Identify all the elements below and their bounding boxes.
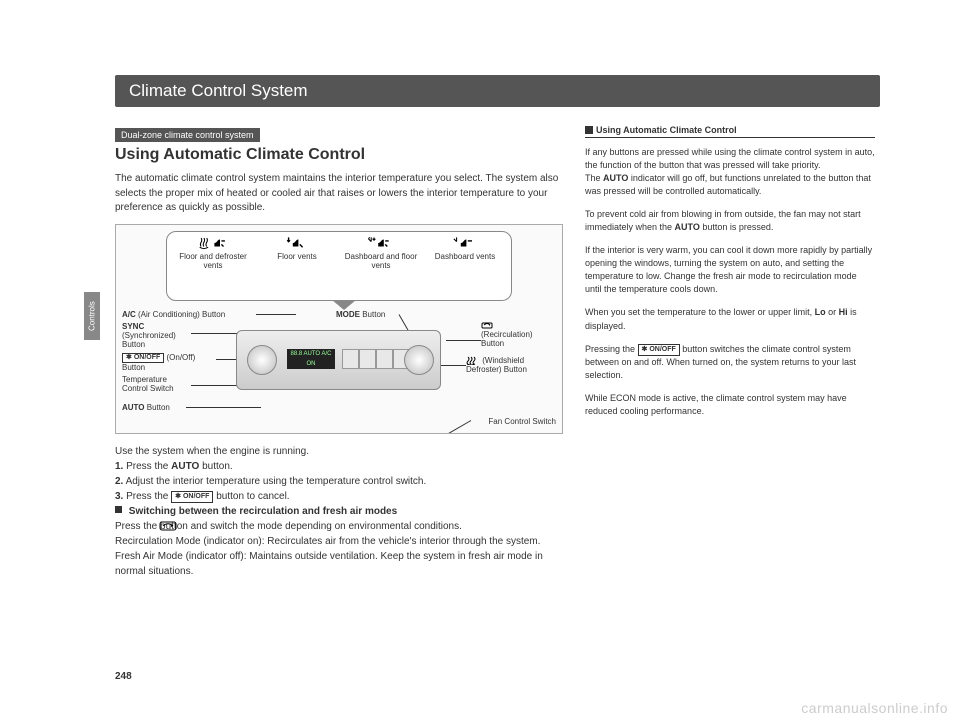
vent-dash-floor: Dashboard and floor vents bbox=[341, 236, 422, 271]
main-column: Dual-zone climate control system Using A… bbox=[115, 125, 563, 579]
onoff-label: ✱ ON/OFF (On/Off) Button bbox=[122, 353, 217, 372]
temp-knob bbox=[247, 345, 277, 375]
mode-label: MODE Button bbox=[336, 310, 385, 319]
vent-label: Floor and defroster vents bbox=[173, 252, 254, 271]
vent-label: Floor vents bbox=[257, 252, 338, 262]
recirc-off-desc: Fresh Air Mode (indicator off): Maintain… bbox=[115, 549, 563, 579]
vent-dashboard: Dashboard vents bbox=[425, 236, 506, 262]
defrost-label: (Windshield Defroster) Button bbox=[466, 355, 556, 374]
system-tag: Dual-zone climate control system bbox=[115, 128, 260, 142]
vent-callout: Floor and defroster vents Floor vents Da… bbox=[166, 231, 512, 301]
note-warm-interior: If the interior is very warm, you can co… bbox=[585, 244, 875, 296]
watermark: carmanualsonline.info bbox=[801, 700, 948, 716]
section-title: Using Automatic Climate Control bbox=[115, 146, 563, 164]
recirc-instr: Press the button and switch the mode dep… bbox=[115, 519, 563, 534]
recirc-on-desc: Recirculation Mode (indicator on): Recir… bbox=[115, 534, 563, 549]
floor-defroster-icon bbox=[173, 236, 254, 250]
intro-paragraph: The automatic climate control system mai… bbox=[115, 172, 563, 216]
recirc-icon bbox=[159, 520, 181, 537]
sync-label: SYNC (Synchronized) Button bbox=[122, 322, 192, 350]
ac-label: A/C (Air Conditioning) Button bbox=[122, 310, 225, 319]
panel-screen: 88.8 AUTO A/C ON bbox=[287, 349, 335, 369]
vent-label: Dashboard vents bbox=[425, 252, 506, 262]
dash-floor-icon bbox=[341, 236, 422, 250]
control-panel: 88.8 AUTO A/C ON bbox=[236, 330, 441, 390]
sidebar-column: Using Automatic Climate Control If any b… bbox=[585, 125, 875, 579]
climate-control-diagram: Floor and defroster vents Floor vents Da… bbox=[115, 224, 563, 434]
vent-floor-defroster: Floor and defroster vents bbox=[173, 236, 254, 271]
sidebar-header: Using Automatic Climate Control bbox=[585, 125, 875, 138]
dashboard-icon bbox=[425, 236, 506, 250]
manual-page: Climate Control System Dual-zone climate… bbox=[115, 75, 880, 675]
chapter-header: Climate Control System bbox=[115, 75, 880, 107]
sub-heading: Switching between the recirculation and … bbox=[115, 504, 563, 519]
note-onoff: Pressing the ✱ ON/OFF button switches th… bbox=[585, 343, 875, 382]
note-cold-air: To prevent cold air from blowing in from… bbox=[585, 208, 875, 234]
fan-label: Fan Control Switch bbox=[488, 417, 556, 426]
fan-knob bbox=[404, 345, 434, 375]
auto-label: AUTO Button bbox=[122, 403, 170, 412]
step-3: 3. Press the ✱ ON/OFF button to cancel. bbox=[115, 489, 563, 504]
note-econ: While ECON mode is active, the climate c… bbox=[585, 392, 875, 418]
usage-intro: Use the system when the engine is runnin… bbox=[115, 444, 563, 459]
vent-label: Dashboard and floor vents bbox=[341, 252, 422, 271]
page-number: 248 bbox=[115, 671, 132, 682]
note-lo-hi: When you set the temperature to the lowe… bbox=[585, 306, 875, 332]
temp-label: Temperature Control Switch bbox=[122, 375, 192, 393]
note-priority: If any buttons are pressed while using t… bbox=[585, 146, 875, 198]
floor-icon bbox=[257, 236, 338, 250]
step-1: 1. Press the AUTO button. bbox=[115, 459, 563, 474]
usage-steps: Use the system when the engine is runnin… bbox=[115, 444, 563, 579]
vent-floor: Floor vents bbox=[257, 236, 338, 262]
recirc-label: (Recirculation) Button bbox=[481, 320, 556, 348]
side-tab-controls: Controls bbox=[84, 292, 100, 340]
step-2: 2. Adjust the interior temperature using… bbox=[115, 474, 563, 489]
